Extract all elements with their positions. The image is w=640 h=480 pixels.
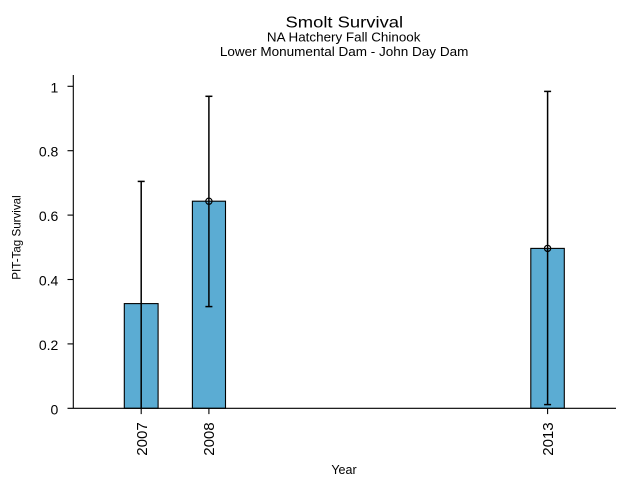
svg-text:Year: Year xyxy=(331,463,356,477)
svg-text:Lower Monumental Dam - John Da: Lower Monumental Dam - John Day Dam xyxy=(220,44,469,59)
svg-text:2007: 2007 xyxy=(135,422,151,456)
svg-text:2013: 2013 xyxy=(541,422,557,456)
svg-text:2008: 2008 xyxy=(202,422,218,456)
svg-text:0: 0 xyxy=(51,401,59,417)
svg-text:PIT-Tag Survival: PIT-Tag Survival xyxy=(9,195,23,279)
svg-text:0.8: 0.8 xyxy=(39,144,59,160)
svg-text:1: 1 xyxy=(51,79,59,95)
svg-text:NA Hatchery Fall Chinook: NA Hatchery Fall Chinook xyxy=(267,29,421,44)
svg-text:0.4: 0.4 xyxy=(39,273,59,289)
svg-text:0.6: 0.6 xyxy=(39,208,59,224)
svg-text:Smolt Survival: Smolt Survival xyxy=(286,14,404,31)
svg-text:0.2: 0.2 xyxy=(39,337,59,353)
